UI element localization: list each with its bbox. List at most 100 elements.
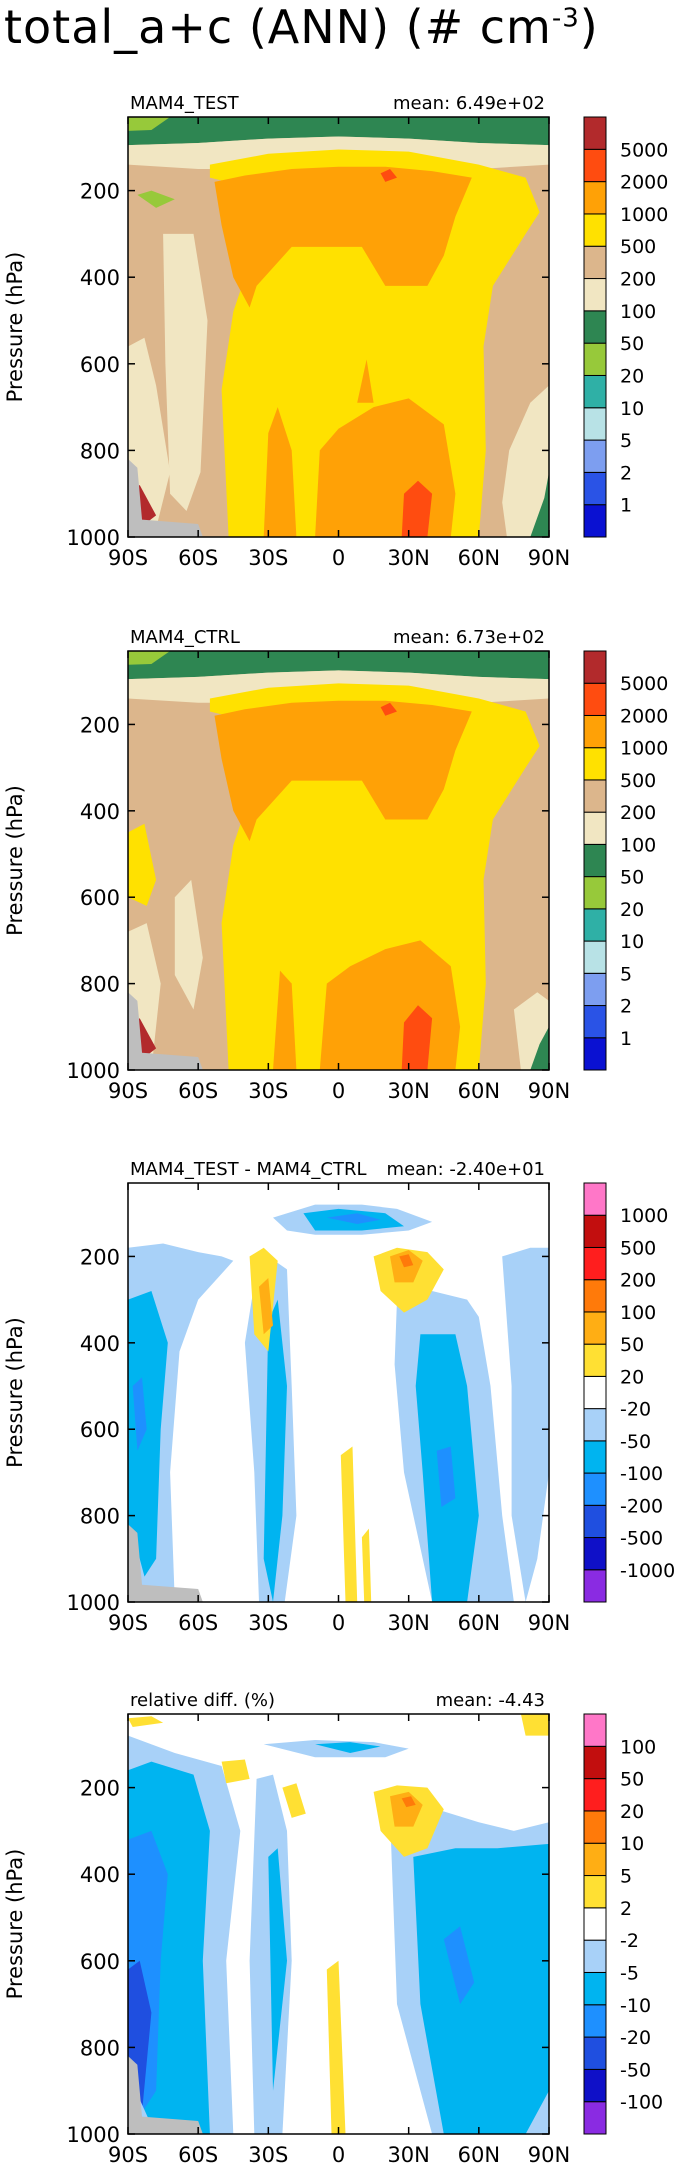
y-tick-label: 400 bbox=[80, 800, 120, 824]
contour-field bbox=[128, 1714, 549, 2134]
x-tick-label: 90N bbox=[528, 546, 570, 570]
y-tick-label: 200 bbox=[80, 180, 120, 204]
contour-panel-1: MAM4_TEST mean: 6.49e+02 90S 60S 30S 0 30N 60N 9… bbox=[3, 93, 668, 570]
y-tick-label: 600 bbox=[80, 1418, 120, 1442]
colorbar-label: 5 bbox=[620, 1866, 632, 1888]
colorbar-box bbox=[583, 1907, 607, 1941]
contour-region bbox=[436, 1446, 456, 1507]
colorbar-box bbox=[583, 1971, 607, 2006]
contour-region bbox=[399, 1254, 414, 1268]
colorbar-label: 200 bbox=[620, 1270, 656, 1292]
y-tick-label: 800 bbox=[80, 2036, 120, 2060]
x-tick-label: 30S bbox=[248, 1079, 288, 1103]
colorbar-box bbox=[583, 278, 607, 312]
colorbar: -1000 -500 -200 -100 -50 -20 20 50 100 200 500 1000 bbox=[583, 1182, 675, 1603]
colorbar-box bbox=[583, 747, 607, 781]
x-tick-label: 30S bbox=[248, 1611, 288, 1635]
contour-region bbox=[282, 1783, 306, 1818]
colorbar-box bbox=[583, 940, 607, 974]
contour-region bbox=[128, 117, 171, 131]
colorbar-box bbox=[583, 439, 607, 473]
colorbar-box bbox=[583, 1875, 607, 1909]
contour-region bbox=[530, 472, 549, 537]
contour-region bbox=[361, 1528, 372, 1602]
colorbar-label: 2 bbox=[620, 462, 632, 484]
panel-subtitle: relative diff. (%) bbox=[130, 1690, 275, 1711]
colorbar-box bbox=[583, 1279, 607, 1313]
colorbar-label: 1000 bbox=[620, 1205, 668, 1227]
colorbar-label: 10 bbox=[620, 1833, 644, 1855]
colorbar-box bbox=[583, 1745, 607, 1780]
colorbar-box bbox=[583, 1182, 607, 1216]
contour-panel-4: relative diff. (%) mean: -4.43 90S 60S 30S 0 3… bbox=[3, 1690, 663, 2167]
x-tick-label: 90N bbox=[528, 1079, 570, 1103]
colorbar-label: 100 bbox=[620, 301, 656, 323]
x-tick-label: 0 bbox=[332, 1079, 345, 1103]
colorbar-label: 2000 bbox=[620, 172, 668, 194]
contour-region bbox=[273, 970, 297, 1070]
y-tick-label: 800 bbox=[80, 439, 120, 463]
x-tick-label: 60N bbox=[458, 2143, 500, 2167]
contour-region bbox=[380, 169, 397, 182]
topography-mask bbox=[128, 992, 203, 1070]
x-tick-label: 90N bbox=[528, 2143, 570, 2167]
colorbar-box bbox=[583, 714, 607, 749]
colorbar-label: 20 bbox=[620, 365, 644, 387]
colorbar-label: 500 bbox=[620, 770, 656, 792]
contour-region bbox=[221, 1759, 250, 1784]
panel-subtitle: MAM4_TEST - MAM4_CTRL bbox=[130, 1159, 366, 1180]
colorbar-label: -1000 bbox=[620, 1560, 675, 1582]
panel-mean: mean: -4.43 bbox=[436, 1690, 545, 1711]
colorbar-label: 2 bbox=[620, 1898, 632, 1920]
x-tick-label: 30S bbox=[248, 546, 288, 570]
colorbar-label: -10 bbox=[620, 1995, 651, 2017]
colorbar-label: 1 bbox=[620, 495, 632, 517]
colorbar-box bbox=[583, 779, 607, 813]
colorbar-box bbox=[583, 116, 607, 150]
topography-mask bbox=[128, 2056, 203, 2134]
colorbar-box bbox=[583, 2101, 607, 2135]
colorbar-label: 1 bbox=[620, 1028, 632, 1050]
colorbar-box bbox=[583, 876, 607, 910]
contour-region bbox=[268, 1848, 287, 2091]
colorbar-box bbox=[583, 1504, 607, 1539]
colorbar-label: -20 bbox=[620, 2027, 651, 2049]
panel-mean: mean: 6.73e+02 bbox=[393, 627, 545, 648]
contour-region bbox=[326, 1960, 346, 2134]
colorbar-label: -2 bbox=[620, 1930, 639, 1952]
figure-title-exponent: -3 bbox=[551, 3, 580, 34]
colorbar-label: 50 bbox=[620, 1334, 644, 1356]
colorbar-label: 2 bbox=[620, 996, 632, 1018]
colorbar-box bbox=[583, 843, 607, 878]
colorbar-label: 500 bbox=[620, 236, 656, 258]
colorbar-box bbox=[583, 504, 607, 538]
colorbar-box bbox=[583, 972, 607, 1007]
topography-mask bbox=[128, 459, 203, 537]
panel-mean: mean: 6.49e+02 bbox=[393, 93, 545, 114]
y-tick-label: 400 bbox=[80, 1332, 120, 1356]
contour-region bbox=[443, 1926, 475, 2005]
colorbar-label: 20 bbox=[620, 899, 644, 921]
colorbar-label: 2000 bbox=[620, 705, 668, 727]
colorbar-label: 20 bbox=[620, 1801, 644, 1823]
contour-region bbox=[340, 1446, 358, 1602]
colorbar-label: 10 bbox=[620, 398, 644, 420]
colorbar-label: 5 bbox=[620, 963, 632, 985]
contour-region bbox=[128, 1716, 164, 1727]
contour-region bbox=[357, 359, 374, 403]
colorbar-box bbox=[583, 407, 607, 441]
x-tick-label: 0 bbox=[332, 2143, 345, 2167]
x-tick-label: 0 bbox=[332, 546, 345, 570]
colorbar-box bbox=[583, 181, 607, 215]
contour-region bbox=[263, 1299, 287, 1602]
colorbar-label: 500 bbox=[620, 1237, 656, 1259]
colorbar: -100 -50 -20 -10 -5 -2 2 5 10 20 50 100 bbox=[583, 1713, 663, 2135]
colorbar-box bbox=[583, 650, 607, 684]
y-tick-label: 200 bbox=[80, 1245, 120, 1269]
contour-region bbox=[128, 651, 171, 665]
x-tick-label: 60S bbox=[178, 2143, 218, 2167]
colorbar-label: 200 bbox=[620, 802, 656, 824]
colorbar-box bbox=[583, 682, 607, 716]
contour-region bbox=[174, 879, 203, 1010]
contour-region bbox=[214, 700, 472, 842]
